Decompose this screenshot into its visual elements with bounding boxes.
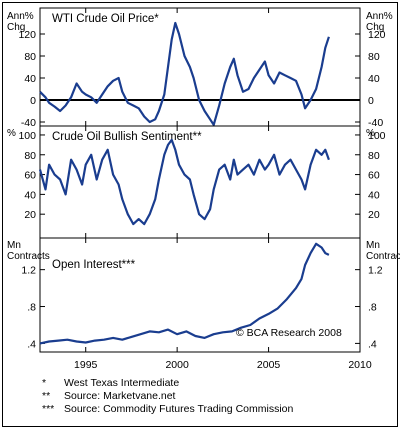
y-unit-label-right: Contracts [366, 251, 400, 262]
y-tick-label-right: 20 [368, 209, 380, 221]
y-unit-label-right: Ann% [366, 11, 393, 22]
footnote-text: West Texas Intermediate [64, 377, 179, 389]
y-tick-label-right: 0 [368, 95, 374, 107]
y-tick-label-right: 40 [368, 73, 380, 85]
footnote-mark: ** [42, 390, 50, 402]
y-unit-label-left: Contracts [7, 251, 50, 262]
footnote-text: Source: Commodity Futures Trading Commis… [64, 403, 293, 415]
y-tick-label-left: -40 [21, 117, 36, 129]
y-tick-label-right: 120 [368, 29, 386, 41]
y-tick-label-right: 80 [368, 51, 380, 63]
panel-title: Open Interest*** [52, 259, 136, 271]
y-unit-label-right: % [366, 128, 375, 139]
y-tick-label-left: 80 [24, 150, 36, 162]
panel-title: WTI Crude Oil Price* [52, 13, 159, 25]
y-tick-label-right: 1.2 [368, 265, 383, 277]
series-line [39, 242, 330, 345]
y-tick-label-left: 120 [18, 29, 36, 41]
y-unit-label-left: % [7, 128, 16, 139]
y-tick-label-right: 60 [368, 170, 380, 182]
y-tick-label-left: 40 [24, 189, 36, 201]
y-tick-label-right: 80 [368, 150, 380, 162]
x-tick-label: 2005 [257, 359, 281, 371]
y-tick-label-left: 0 [30, 95, 36, 107]
footnote-text: Source: Marketvane.net [64, 390, 176, 402]
y-tick-label-left: 20 [24, 209, 36, 221]
y-unit-label-left: Chg [7, 22, 25, 33]
series-line [38, 138, 330, 226]
panel-frame [39, 237, 361, 353]
footnote-mark: *** [42, 403, 54, 415]
series-line [39, 21, 330, 126]
y-tick-label-right: -40 [368, 117, 383, 129]
x-tick-label: 1995 [74, 359, 98, 371]
y-tick-label-left: .4 [27, 338, 36, 350]
y-tick-label-left: 80 [24, 51, 36, 63]
footnote-mark: * [42, 377, 46, 389]
y-tick-label-right: 40 [368, 189, 380, 201]
y-tick-label-left: 100 [18, 130, 36, 142]
y-unit-label-left: Ann% [7, 11, 34, 22]
y-tick-label-right: 100 [368, 130, 386, 142]
y-tick-label-left: 1.2 [21, 265, 36, 277]
y-tick-label-left: 60 [24, 170, 36, 182]
y-tick-label-left: 40 [24, 73, 36, 85]
x-tick-label: 2010 [348, 359, 372, 371]
y-tick-label-right: .4 [368, 338, 377, 350]
x-tick-label: 2000 [165, 359, 189, 371]
panel-3: MnMnContractsContracts1.21.2.8.8.4.4Open… [7, 237, 400, 371]
y-tick-label-right: .8 [368, 302, 377, 314]
y-unit-label-right: Mn [366, 240, 380, 251]
panel-title: Crude Oil Bullish Sentiment** [52, 131, 202, 143]
y-unit-label-right: Chg [366, 22, 384, 33]
y-unit-label-left: Mn [7, 240, 21, 251]
footnotes: * West Texas Intermediate ** Source: Market… [42, 377, 293, 415]
credit-text: © BCA Research 2008 [236, 327, 342, 339]
y-tick-label-left: .8 [27, 302, 36, 314]
